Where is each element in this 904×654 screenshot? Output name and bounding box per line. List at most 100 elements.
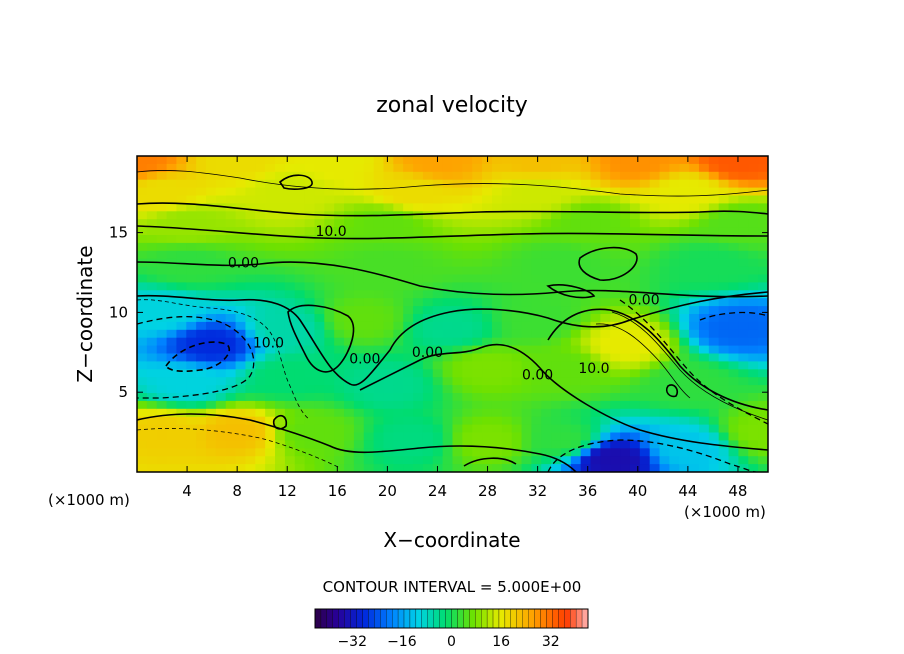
field-cell (176, 456, 187, 465)
field-cell (600, 219, 611, 228)
field-cell (304, 290, 316, 299)
field-cell (186, 298, 197, 307)
field-cell (649, 290, 661, 299)
field-cell (393, 345, 404, 355)
field-cell (570, 424, 582, 434)
field-cell (560, 432, 572, 441)
field-cell (373, 361, 385, 370)
field-cell (166, 440, 178, 449)
field-cell (353, 235, 365, 244)
field-cell (225, 298, 237, 307)
field-cell (383, 179, 394, 189)
field-cell (501, 266, 513, 276)
field-cell (235, 416, 247, 426)
field-cell (501, 195, 513, 204)
field-cell (580, 393, 592, 402)
field-cell (511, 408, 523, 418)
field-cell (521, 377, 532, 386)
field-cell (580, 432, 592, 441)
field-cell (511, 464, 523, 472)
field-cell (442, 306, 454, 315)
field-cell (186, 171, 197, 181)
field-cell (304, 416, 316, 426)
field-cell (600, 203, 611, 212)
field-cell (462, 290, 473, 299)
field-cell (383, 195, 394, 204)
field-cell (521, 203, 532, 212)
field-cell (442, 290, 454, 299)
field-cell (472, 353, 483, 362)
field-cell (600, 314, 611, 323)
field-cell (186, 393, 197, 402)
field-cell (452, 235, 463, 244)
field-cell (521, 464, 532, 472)
contour-label: 0.00 (349, 351, 380, 367)
field-cell (413, 424, 424, 434)
field-cell (679, 235, 690, 244)
field-cell (353, 337, 365, 347)
field-cell (137, 416, 148, 426)
field-cell (472, 464, 483, 472)
field-cell (659, 211, 671, 220)
field-cell (600, 163, 611, 173)
field-cell (659, 361, 671, 370)
field-cell (452, 456, 463, 465)
field-cell (156, 282, 168, 291)
field-cell (689, 464, 700, 472)
field-cell (482, 266, 493, 276)
field-cell (491, 369, 503, 378)
field-cell (196, 369, 207, 378)
field-cell (472, 250, 483, 260)
field-cell (649, 400, 661, 410)
field-cell (748, 250, 759, 260)
field-cell (156, 353, 168, 362)
colorbar-segment (326, 608, 333, 629)
field-cell (275, 448, 286, 457)
field-cell (137, 211, 148, 220)
field-cell (511, 314, 523, 323)
field-cell (679, 171, 690, 181)
field-cell (689, 424, 700, 434)
field-cell (255, 416, 266, 426)
field-cell (748, 219, 759, 228)
field-cell (137, 369, 148, 378)
field-cell (541, 408, 552, 418)
field-cell (344, 187, 355, 197)
x-tick-label: 12 (278, 482, 297, 500)
field-cell (413, 448, 424, 457)
field-cell (521, 314, 532, 323)
field-cell (600, 290, 611, 299)
field-cell (284, 250, 296, 260)
field-cell (176, 156, 187, 165)
field-cell (689, 258, 700, 268)
field-cell (383, 345, 394, 355)
field-cell (196, 211, 207, 220)
field-cell (176, 250, 187, 260)
field-cell (403, 377, 414, 386)
field-cell (403, 250, 414, 260)
field-cell (521, 156, 532, 165)
field-cell (245, 187, 256, 197)
field-cell (393, 195, 404, 204)
field-cell (689, 353, 700, 362)
field-cell (758, 432, 768, 441)
colorbar-segment (415, 608, 422, 629)
field-cell (284, 290, 296, 299)
field-cell (541, 250, 552, 260)
field-cell (728, 179, 740, 189)
field-cell (314, 440, 325, 449)
field-cell (137, 187, 148, 197)
field-cell (610, 416, 621, 426)
field-cell (373, 298, 385, 307)
field-cell (708, 408, 720, 418)
field-cell (748, 163, 759, 173)
field-cell (186, 385, 197, 394)
field-cell (728, 329, 740, 339)
field-cell (649, 195, 661, 204)
field-cell (452, 314, 463, 323)
field-cell (363, 250, 375, 260)
field-cell (403, 385, 414, 394)
field-cell (491, 400, 503, 410)
field-cell (245, 345, 256, 355)
field-cell (679, 156, 690, 165)
